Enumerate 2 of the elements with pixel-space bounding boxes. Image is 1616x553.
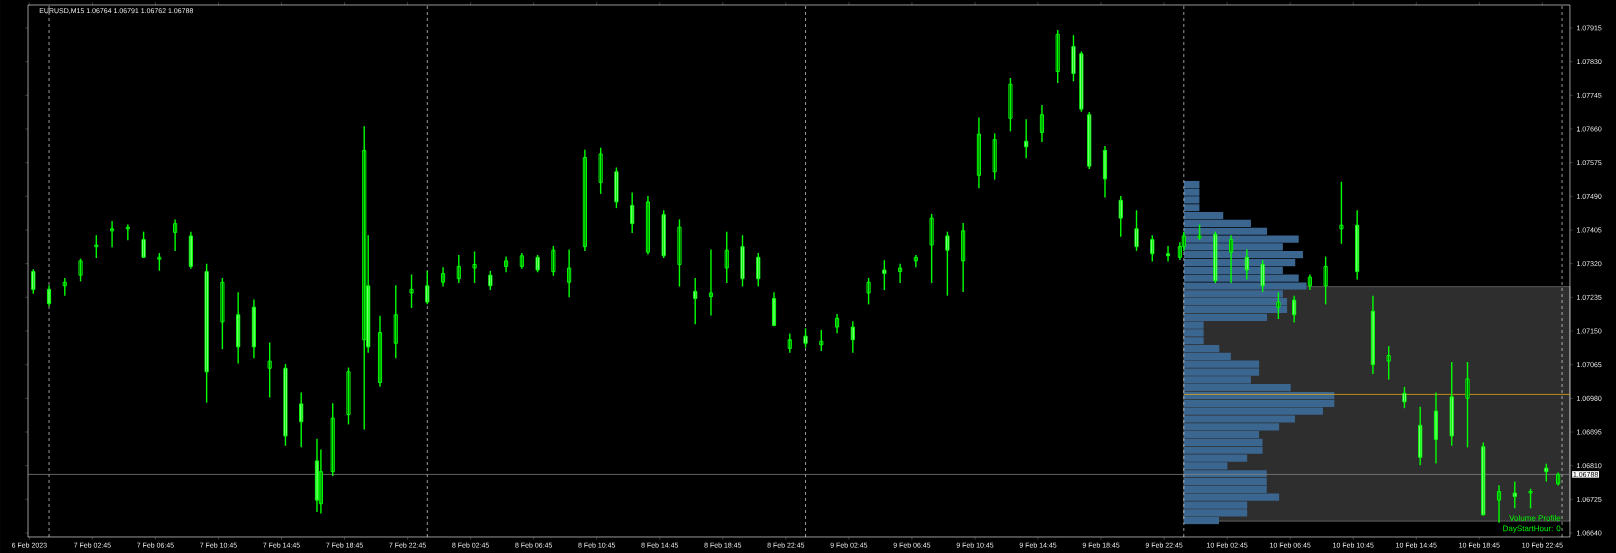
- annotation: DayStartHour: 0: [1503, 525, 1561, 533]
- annotation: Volume Profile: [1509, 514, 1561, 521]
